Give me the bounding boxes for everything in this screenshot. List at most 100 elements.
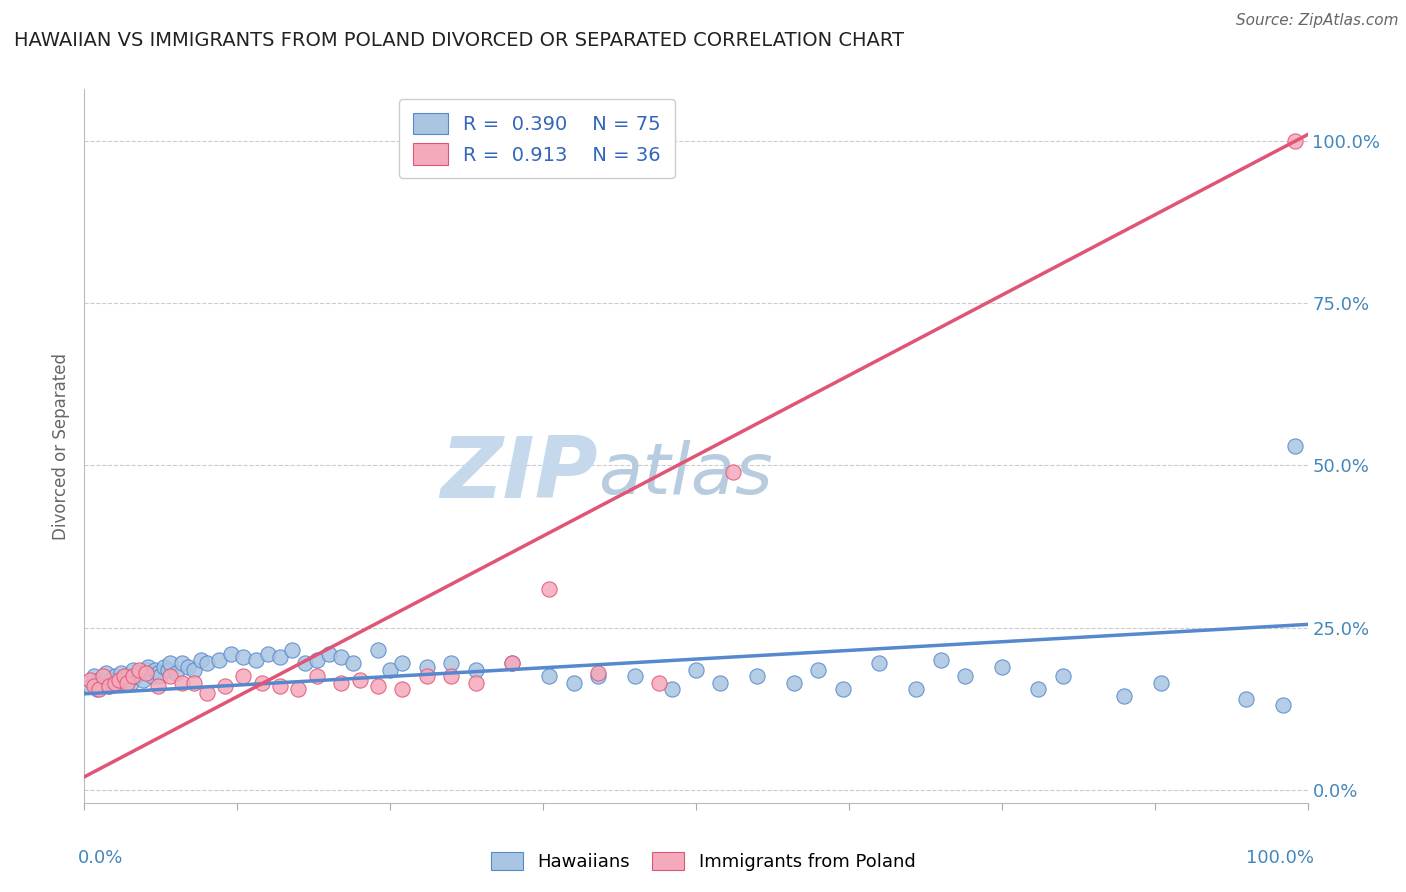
Point [831, 682, 853, 697]
Point [91, 675, 114, 690]
Text: HAWAIIAN VS IMMIGRANTS FROM POLAND DIVORCED OR SEPARATED CORRELATION CHART: HAWAIIAN VS IMMIGRANTS FROM POLAND DIVOR… [14, 31, 904, 50]
Point [122, 663, 145, 677]
Point [464, 663, 486, 677]
Point [149, 669, 172, 683]
Point [929, 653, 952, 667]
Point [87, 673, 110, 687]
Point [287, 682, 309, 697]
Point [97, 679, 120, 693]
Point [318, 647, 340, 661]
Text: Source: ZipAtlas.com: Source: ZipAtlas.com [1236, 13, 1399, 29]
Point [342, 657, 364, 671]
Point [1028, 682, 1050, 697]
Point [112, 669, 135, 683]
Point [128, 666, 150, 681]
Legend: R =  0.390    N = 75, R =  0.913    N = 36: R = 0.390 N = 75, R = 0.913 N = 36 [399, 99, 675, 178]
Point [1284, 439, 1306, 453]
Text: ZIP: ZIP [440, 433, 598, 516]
Point [132, 673, 155, 687]
Point [269, 649, 291, 664]
Point [172, 675, 194, 690]
Point [135, 666, 157, 681]
Point [990, 659, 1012, 673]
Point [115, 675, 138, 690]
Point [232, 649, 254, 664]
Point [869, 657, 891, 671]
Point [349, 673, 371, 687]
Point [1272, 698, 1295, 713]
Point [122, 669, 145, 683]
Point [294, 657, 316, 671]
Point [250, 675, 273, 690]
Point [538, 582, 561, 596]
Point [281, 643, 304, 657]
Point [232, 669, 254, 683]
Text: 100.0%: 100.0% [1246, 849, 1313, 867]
Point [100, 673, 122, 687]
Point [159, 669, 181, 683]
Point [330, 649, 353, 664]
Point [905, 682, 928, 697]
Point [87, 682, 110, 697]
Text: atlas: atlas [598, 440, 773, 509]
Point [110, 666, 132, 681]
Point [136, 659, 159, 673]
Point [416, 659, 439, 673]
Point [190, 653, 212, 667]
Point [305, 653, 328, 667]
Point [1234, 692, 1257, 706]
Text: 0.0%: 0.0% [79, 849, 124, 867]
Point [807, 663, 830, 677]
Point [159, 657, 181, 671]
Point [112, 673, 135, 687]
Point [97, 679, 120, 693]
Point [195, 685, 218, 699]
Point [380, 663, 402, 677]
Point [83, 679, 105, 693]
Point [538, 669, 561, 683]
Point [783, 675, 806, 690]
Point [83, 669, 105, 683]
Legend: Hawaiians, Immigrants from Poland: Hawaiians, Immigrants from Poland [484, 846, 922, 879]
Point [367, 643, 389, 657]
Point [214, 679, 236, 693]
Point [586, 669, 609, 683]
Point [391, 682, 413, 697]
Point [135, 663, 157, 677]
Point [747, 669, 769, 683]
Point [104, 675, 127, 690]
Point [367, 679, 389, 693]
Point [305, 669, 328, 683]
Point [464, 675, 486, 690]
Point [391, 657, 413, 671]
Point [107, 675, 129, 690]
Point [562, 675, 585, 690]
Point [183, 663, 205, 677]
Point [586, 666, 609, 681]
Point [245, 653, 267, 667]
Point [1114, 689, 1136, 703]
Point [177, 659, 200, 673]
Point [330, 675, 353, 690]
Point [153, 659, 176, 673]
Point [146, 666, 169, 681]
Point [146, 679, 169, 693]
Point [709, 675, 731, 690]
Point [440, 669, 463, 683]
Point [86, 682, 108, 697]
Point [1052, 669, 1074, 683]
Point [1150, 675, 1173, 690]
Point [141, 669, 163, 683]
Point [661, 682, 683, 697]
Point [195, 657, 218, 671]
Point [107, 673, 129, 687]
Point [128, 663, 150, 677]
Point [143, 663, 166, 677]
Point [115, 669, 138, 683]
Point [165, 666, 187, 681]
Point [208, 653, 231, 667]
Point [172, 657, 194, 671]
Point [156, 663, 179, 677]
Point [721, 465, 744, 479]
Point [79, 679, 101, 693]
